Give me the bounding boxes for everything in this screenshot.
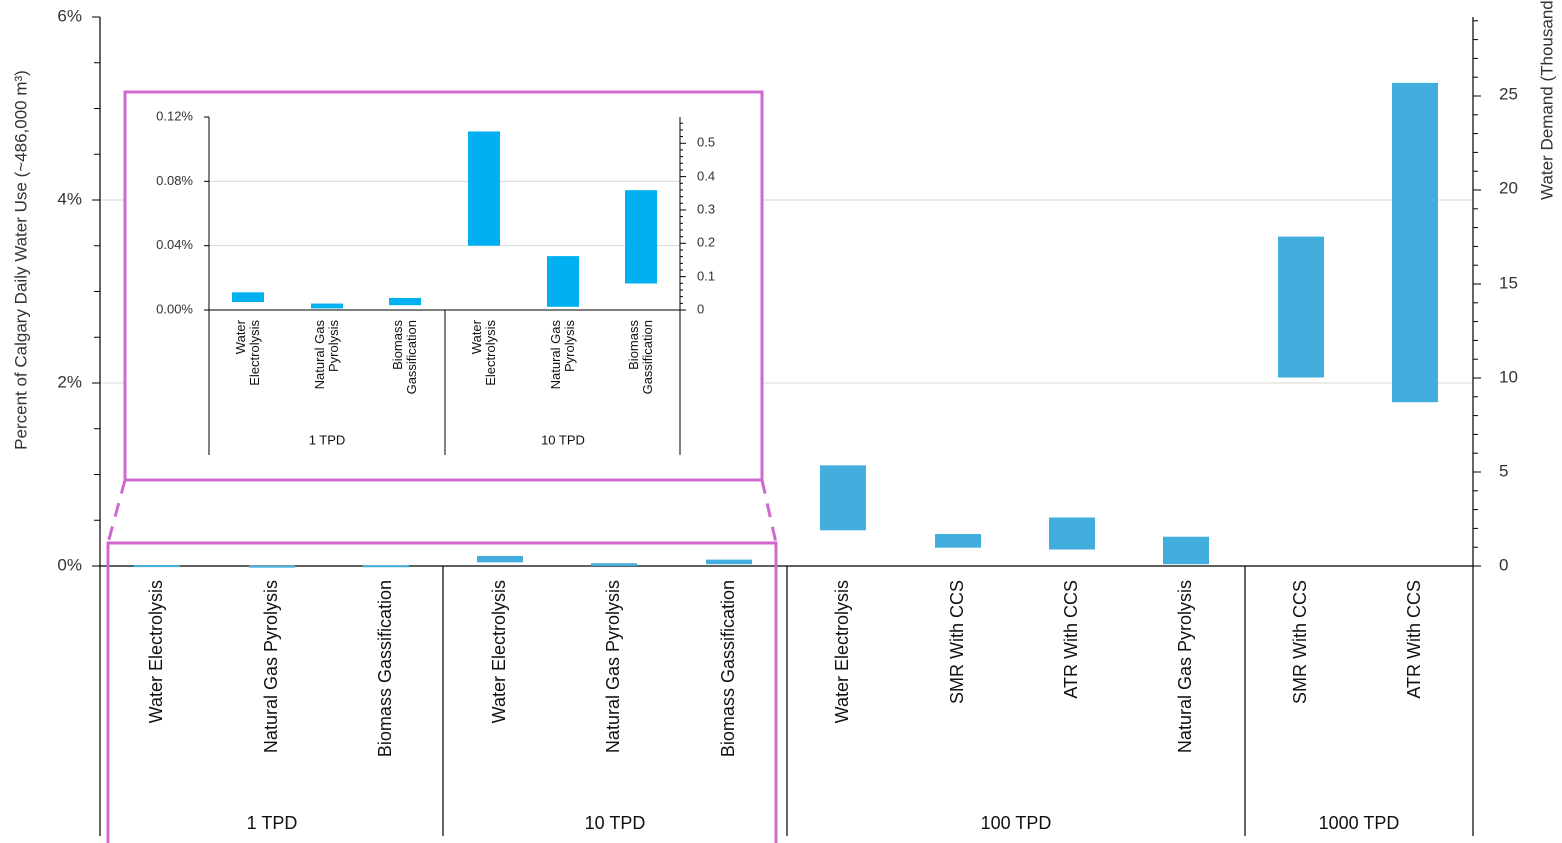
right-tick-label: 5 <box>1499 461 1508 480</box>
inset-group-label: 10 TPD <box>541 432 585 447</box>
left-axis-title: Percent of Calgary Daily Water Use (~486… <box>11 70 30 450</box>
right-tick-label: 10 <box>1499 367 1518 386</box>
inset-left-tick-label: 0.00% <box>156 301 193 316</box>
right-tick-label: 20 <box>1499 178 1518 197</box>
bar-10tpd-2 <box>591 563 637 566</box>
left-tick-label: 2% <box>57 372 82 391</box>
inset-category-label: WaterElectrolysis <box>469 319 498 385</box>
right-axis-title: Water Demand (Thousand m³) <box>1537 0 1556 200</box>
category-label: Natural Gas Pyrolysis <box>1175 580 1195 753</box>
bar-10tpd-3 <box>706 559 752 565</box>
inset-bar-10tpd-1 <box>468 131 500 246</box>
inset-category-label: WaterElectrolysis <box>233 319 262 385</box>
category-label-line: Electrolysis <box>483 320 498 386</box>
inset-bar-1tpd-2 <box>311 303 343 309</box>
bar-1tpd-3 <box>363 565 409 568</box>
group-label: 10 TPD <box>585 813 646 833</box>
inset-bar-1tpd-1 <box>232 292 264 302</box>
inset-left-tick-label: 0.12% <box>156 108 193 123</box>
inset-bar-10tpd-3 <box>625 190 657 284</box>
inset-right-tick-label: 0.4 <box>697 168 715 183</box>
category-label-line: Natural Gas <box>548 320 563 390</box>
inset-right-tick-label: 0.2 <box>697 234 715 249</box>
category-label-line: Natural Gas <box>312 320 327 390</box>
category-label-line: Water <box>233 319 248 354</box>
zoom-connector-right <box>760 479 778 544</box>
category-label: ATR With CCS <box>1061 580 1081 699</box>
inset-right-tick-label: 0.5 <box>697 134 715 149</box>
category-label-line: Electrolysis <box>247 320 262 386</box>
left-tick-label: 6% <box>57 6 82 25</box>
bar-1000tpd-1 <box>1278 236 1324 378</box>
inset-category-label: BiomassGassification <box>626 320 655 395</box>
bar-1000tpd-2 <box>1392 82 1438 403</box>
bar-100tpd-4 <box>1163 536 1209 565</box>
group-label: 1000 TPD <box>1319 813 1400 833</box>
category-label: Water Electrolysis <box>489 580 509 723</box>
category-label: Water Electrolysis <box>832 580 852 723</box>
category-label-line: Biomass <box>390 320 405 370</box>
category-label: SMR With CCS <box>947 580 967 704</box>
right-tick-label: 25 <box>1499 84 1518 103</box>
inset-right-tick-label: 0 <box>697 301 704 316</box>
category-label: SMR With CCS <box>1290 580 1310 704</box>
inset-category-label: BiomassGassification <box>390 320 419 395</box>
category-label: Natural Gas Pyrolysis <box>603 580 623 753</box>
inset-box <box>123 90 764 482</box>
bar-100tpd-2 <box>935 533 981 548</box>
bar-100tpd-1 <box>820 465 866 531</box>
category-label-line: Water <box>469 319 484 354</box>
zoom-connector-left <box>106 479 127 544</box>
inset-category-label: Natural GasPyrolysis <box>312 320 341 390</box>
inset-group-label: 1 TPD <box>309 432 346 447</box>
right-tick-label: 0 <box>1499 555 1508 574</box>
inset-bar-1tpd-3 <box>389 297 421 306</box>
group-label: 100 TPD <box>981 813 1052 833</box>
category-label-line: Gassification <box>640 320 655 394</box>
group-label: 1 TPD <box>247 813 298 833</box>
category-label: ATR With CCS <box>1404 580 1424 699</box>
inset-bar-10tpd-2 <box>547 256 579 307</box>
category-label: Natural Gas Pyrolysis <box>261 580 281 753</box>
bar-1tpd-2 <box>249 565 295 568</box>
bar-1tpd-1 <box>134 565 180 568</box>
inset-left-tick-label: 0.08% <box>156 173 193 188</box>
category-label: Water Electrolysis <box>146 580 166 723</box>
category-label-line: Gassification <box>404 320 419 394</box>
inset-right-tick-label: 0.3 <box>697 201 715 216</box>
category-label: Biomass Gassification <box>375 580 395 757</box>
left-tick-label: 4% <box>57 189 82 208</box>
bar-10tpd-1 <box>477 555 523 563</box>
zoom-region-box <box>106 541 778 843</box>
inset-left-tick-label: 0.04% <box>156 237 193 252</box>
bar-100tpd-3 <box>1049 517 1095 550</box>
category-label: Biomass Gassification <box>718 580 738 757</box>
category-label-line: Biomass <box>626 320 641 370</box>
inset-right-tick-label: 0.1 <box>697 268 715 283</box>
category-label-line: Pyrolysis <box>326 320 341 373</box>
right-tick-label: 15 <box>1499 273 1518 292</box>
inset-category-label: Natural GasPyrolysis <box>548 320 577 390</box>
category-label-line: Pyrolysis <box>562 320 577 373</box>
left-tick-label: 0% <box>57 555 82 574</box>
